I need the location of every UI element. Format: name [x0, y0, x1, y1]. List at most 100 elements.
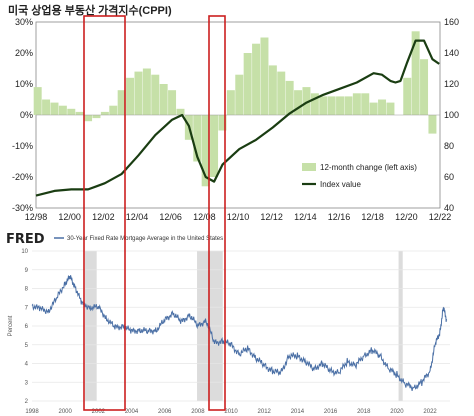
x-tick-label: 12/04 — [126, 212, 149, 222]
x-tick-label: 12/16 — [328, 212, 351, 222]
change-bar — [336, 96, 345, 115]
change-bar — [378, 99, 387, 115]
y-tick-label: 7 — [25, 305, 29, 311]
x-tick-label: 12/22 — [429, 212, 452, 222]
x-tick-label: 12/10 — [227, 212, 250, 222]
highlight-box-2001-2003 — [83, 15, 126, 411]
legend: 12-month change (left axis) Index value — [302, 163, 417, 189]
change-bar — [201, 115, 210, 187]
change-bar — [260, 37, 269, 115]
y-left-tick-label: 0% — [20, 110, 33, 120]
change-bar — [403, 77, 412, 115]
change-bar — [126, 77, 135, 115]
x-tick-label: 2002 — [92, 409, 106, 415]
change-bar — [100, 111, 109, 115]
change-bar — [151, 74, 160, 115]
fred-logo: FRED — [6, 232, 45, 247]
y-tick-label: 4 — [25, 362, 29, 368]
y-tick-label: 2 — [25, 399, 29, 405]
index-value-line — [35, 39, 440, 197]
x-tick-label: 12/02 — [92, 212, 115, 222]
x-tick-label: 12/14 — [294, 212, 317, 222]
x-tick-label: 12/12 — [260, 212, 283, 222]
change-bar — [277, 71, 286, 115]
legend-swatch-change — [302, 163, 316, 171]
y-tick-label: 10 — [21, 249, 28, 255]
legend-label-index: Index value — [320, 180, 361, 189]
change-bar — [327, 96, 336, 115]
x-tick-label: 2014 — [291, 409, 305, 415]
change-bar — [33, 87, 42, 115]
y-left-tick-label: -10% — [12, 141, 33, 151]
chart-title: 미국 상업용 부동산 가격지수(CPPI) — [8, 5, 172, 17]
x-tick-label: 12/08 — [193, 212, 216, 222]
change-bar — [176, 108, 185, 115]
change-bar — [218, 115, 227, 131]
y-right-tick-label: 160 — [444, 17, 459, 27]
change-bar — [420, 59, 429, 115]
y-right-tick-label: 140 — [444, 48, 459, 58]
y-tick-label: 3 — [25, 380, 29, 386]
change-bar — [428, 115, 437, 134]
change-bar — [193, 115, 202, 162]
x-tick-label: 2010 — [224, 409, 238, 415]
change-bar — [243, 53, 252, 115]
x-tick-label: 12/20 — [395, 212, 418, 222]
y-right-tick-label: 80 — [444, 141, 454, 151]
x-tick-label: 12/18 — [361, 212, 384, 222]
y-right-tick-label: 100 — [444, 110, 459, 120]
y-left-tick-label: -30% — [12, 203, 33, 213]
mortgage-rate-chart: FRED 30-Year Fixed Rate Mortgage Average… — [0, 226, 474, 416]
x-tick-label: 2000 — [58, 409, 72, 415]
x-tick-label: 2008 — [191, 409, 205, 415]
legend-label-change: 12-month change (left axis) — [320, 163, 417, 172]
x-tick-label: 12/98 — [25, 212, 48, 222]
change-bar — [226, 90, 235, 115]
change-bar — [302, 87, 311, 115]
x-tick-label: 1998 — [25, 409, 39, 415]
highlight-box-2008-2009 — [208, 15, 226, 411]
change-bar — [319, 96, 328, 115]
change-bar — [310, 93, 319, 115]
change-bar — [58, 105, 67, 115]
change-bar — [210, 115, 219, 177]
change-bar — [268, 65, 277, 115]
change-bar — [84, 115, 93, 122]
change-bar — [159, 84, 168, 115]
x-tick-label: 2020 — [390, 409, 404, 415]
y-left-tick-label: 20% — [15, 48, 33, 58]
y-axis-label: Percent — [8, 315, 14, 336]
change-bar — [369, 102, 378, 115]
change-bar — [344, 96, 353, 115]
x-tick-label: 2018 — [357, 409, 371, 415]
change-bar — [235, 74, 244, 115]
change-bar — [411, 31, 420, 115]
x-tick-label: 2016 — [324, 409, 338, 415]
change-bar — [75, 111, 84, 115]
change-bar — [294, 90, 303, 115]
change-bar — [285, 80, 294, 115]
change-bar — [252, 43, 261, 116]
change-bar — [109, 105, 118, 115]
y-left-tick-label: -20% — [12, 172, 33, 182]
y-left-tick-label: 30% — [15, 17, 33, 27]
change-bar — [386, 102, 395, 115]
x-tick-label: 2022 — [423, 409, 437, 415]
y-tick-label: 5 — [25, 343, 29, 349]
change-bar — [352, 93, 361, 115]
change-bar — [361, 93, 370, 115]
x-tick-label: 2012 — [258, 409, 272, 415]
change-bar — [67, 108, 76, 115]
y-right-tick-label: 60 — [444, 172, 454, 182]
x-tick-label: 2006 — [158, 409, 172, 415]
x-tick-label: 12/06 — [159, 212, 182, 222]
change-bar — [117, 90, 126, 115]
y-right-tick-label: 40 — [444, 203, 454, 213]
y-tick-label: 9 — [25, 268, 29, 274]
mortgage-rate-line — [31, 275, 448, 391]
x-tick-label: 12/00 — [58, 212, 81, 222]
y-tick-label: 8 — [25, 287, 29, 293]
x-tick-label: 2004 — [125, 409, 139, 415]
y-tick-label: 6 — [25, 324, 29, 330]
